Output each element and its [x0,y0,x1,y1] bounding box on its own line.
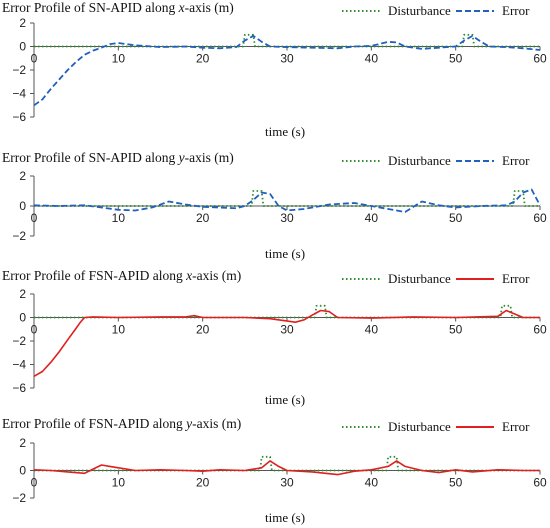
y-tick-label: −2 [12,229,26,243]
y-tick-label: −2 [12,491,26,505]
y-tick-label: −4 [12,87,26,101]
legend-swatch-error [456,426,494,428]
x-tick-label: 10 [112,52,126,66]
chart-plot: 20−2−4−60 10 20 30 40 50 60 [12,16,547,124]
x-tick-label: 20 [196,52,210,66]
x-tick-label: 60 [533,211,547,225]
x-tick-label: 60 [533,323,547,337]
x-tick-label: 60 [533,476,547,490]
chart-plot: 20−20 10 20 30 40 50 60 [12,436,547,505]
x-tick-label: 0 [31,52,38,66]
y-tick-label: 2 [19,436,26,450]
legend-label: Error [502,419,530,434]
series-line-disturbance [34,190,540,207]
x-tick-label: 50 [449,323,463,337]
legend-label: Error [502,3,530,18]
legend-label: Error [502,153,530,168]
y-tick-label: 0 [19,40,26,54]
chart-panel-2: Error Profile of SN-APID along y-axis (m… [0,150,550,266]
series-line-error [33,460,540,476]
y-tick-label: −6 [12,110,26,124]
x-tick-label: 30 [280,323,294,337]
x-tick-label: 10 [112,211,126,225]
x-tick-label: 30 [280,211,294,225]
chart-title: Error Profile of SN-APID along x-axis (m… [2,0,234,15]
x-tick-label: 50 [449,52,463,66]
y-tick-label: 2 [19,16,26,30]
x-tick-label: 40 [365,323,379,337]
y-tick-label: 2 [19,287,26,301]
x-tick-label: 50 [449,476,463,490]
x-tick-label: 40 [365,211,379,225]
chart-title: Error Profile of FSN-APID along y-axis (… [2,416,242,431]
legend-label: Disturbance [388,3,451,18]
y-tick-label: 0 [19,311,26,325]
series-line-error [33,35,541,107]
y-tick-label: −2 [12,63,26,77]
legend-label: Disturbance [388,419,451,434]
chart-legend: Disturbance Error [342,3,550,18]
x-tick-label: 0 [31,323,38,337]
y-tick-label: 0 [19,199,26,213]
chart-legend: Disturbance Error [342,153,550,168]
chart-legend: Disturbance Error [342,271,550,286]
chart-title: Error Profile of FSN-APID along x-axis (… [2,268,242,283]
x-tick-label: 20 [196,211,210,225]
chart-panel-3: Error Profile of FSN-APID along x-axis (… [0,268,550,408]
x-tick-label: 20 [196,323,210,337]
x-axis-label: time (s) [265,392,306,407]
legend-swatch-error [456,278,494,280]
y-tick-label: −6 [12,381,26,395]
y-tick-label: −4 [12,358,26,372]
x-tick-label: 10 [112,323,126,337]
chart-legend: Disturbance Error [342,419,550,434]
legend-swatch-error [456,10,494,12]
x-tick-label: 20 [196,476,210,490]
x-tick-label: 10 [112,476,126,490]
x-axis-label: time (s) [265,246,306,261]
x-tick-label: 0 [31,476,38,490]
chart-panel-4: Error Profile of FSN-APID along y-axis (… [0,416,550,528]
y-tick-label: 0 [19,464,26,478]
chart-plot: 20−2−4−60 10 20 30 40 50 60 [12,287,547,395]
legend-label: Error [502,271,530,286]
x-tick-label: 0 [31,211,38,225]
x-tick-label: 30 [280,476,294,490]
chart-panel-1: Error Profile of SN-APID along x-axis (m… [0,0,550,139]
x-axis-label: time (s) [265,510,306,525]
x-axis-label: time (s) [265,124,306,139]
chart-plot: 20−20 10 20 30 40 50 60 [12,169,547,243]
series-line-error [33,309,540,377]
x-tick-label: 40 [365,52,379,66]
x-tick-label: 60 [533,52,547,66]
x-tick-label: 40 [365,476,379,490]
legend-label: Disturbance [388,153,451,168]
legend-label: Disturbance [388,271,451,286]
series-line-disturbance [34,455,540,472]
legend-swatch-error [456,160,494,162]
x-tick-label: 30 [280,52,294,66]
y-tick-label: 2 [19,169,26,183]
y-tick-label: −2 [12,334,26,348]
series-line-disturbance [34,304,540,319]
chart-title: Error Profile of SN-APID along y-axis (m… [2,150,234,165]
x-tick-label: 50 [449,211,463,225]
